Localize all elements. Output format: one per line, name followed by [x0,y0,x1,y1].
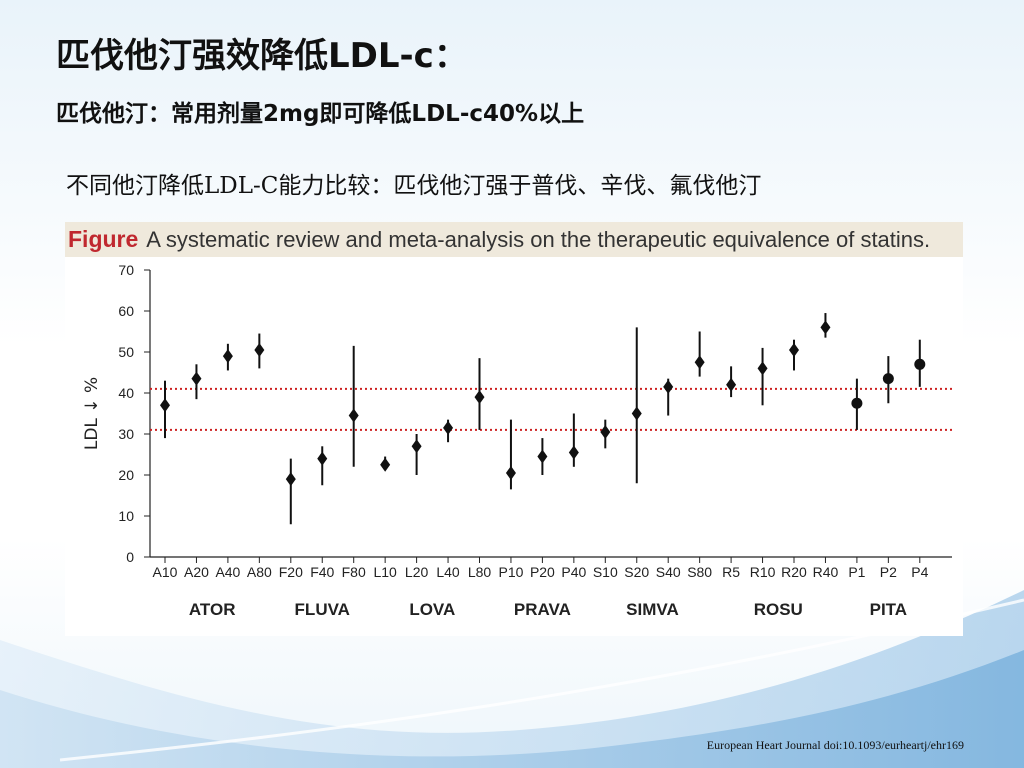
x-tick-label: F40 [310,564,334,580]
y-tick-label: 20 [118,467,134,483]
data-point [474,390,485,405]
data-point [631,406,642,421]
x-tick-label: L10 [373,564,397,580]
data-point [411,439,422,454]
group-label: SIMVA [626,600,679,619]
x-tick-label: S80 [687,564,712,580]
x-tick-label: L40 [436,564,460,580]
data-point [505,465,516,480]
data-point [820,320,831,335]
x-tick-label: R40 [813,564,839,580]
group-label: FLUVA [295,600,350,619]
data-point [191,371,202,386]
y-tick-label: 70 [118,262,134,278]
ldl-reduction-chart: 0 10 20 30 40 50 60 70 LDL ↓ % A10 A20 A40 A80 F20 F40… [82,262,952,619]
group-label: ATOR [189,600,236,619]
data-point [348,408,359,423]
x-tick-label: P40 [561,564,586,580]
data-point [726,377,737,392]
x-tick-label: R10 [750,564,776,580]
y-axis-label: LDL ↓ % [82,377,102,450]
x-tick-label: L20 [405,564,429,580]
data-point [285,472,296,487]
x-tick-label: P20 [530,564,555,580]
figure-caption: A systematic review and meta-analysis on… [146,227,931,252]
data-point [694,355,705,370]
y-tick-label: 0 [126,549,134,565]
y-tick-label: 30 [118,426,134,442]
data-point [317,451,328,466]
x-tick-label: S40 [656,564,681,580]
figure-label: Figure [68,226,139,252]
figure-header: Figure A systematic review and meta-analy… [65,222,963,257]
y-tick-label: 40 [118,385,134,401]
x-tick-label: F80 [342,564,366,580]
data-point [443,420,454,435]
x-tick-label: A40 [215,564,240,580]
comparison-text: 不同他汀降低LDL-C能力比较：匹伐他汀强于普伐、辛伐、氟伐他汀 [66,173,762,199]
x-tick-label: R20 [781,564,807,580]
data-point [914,358,926,370]
x-tick-label: A80 [247,564,272,580]
x-tick-label: L80 [468,564,492,580]
x-tick-label: P10 [498,564,523,580]
y-tick-label: 10 [118,508,134,524]
y-tick-label: 60 [118,303,134,319]
y-tick-label: 50 [118,344,134,360]
slide-subtitle: 匹伐他汀：常用剂量2mg即可降低LDL-c40%以上 [56,101,585,127]
data-point [568,445,579,460]
x-tick-label: S10 [593,564,618,580]
x-tick-label: P4 [911,564,928,580]
group-label: ROSU [754,600,803,619]
figure-panel: Figure A systematic review and meta-analy… [65,222,963,636]
data-point [380,457,391,472]
data-point [537,449,548,464]
data-point [882,373,894,385]
group-label: PRAVA [514,600,571,619]
data-point [160,398,170,413]
data-point [851,397,863,409]
slide-title: 匹伐他汀强效降低LDL-c： [56,36,468,76]
x-tick-label: P2 [880,564,897,580]
citation: European Heart Journal doi:10.1093/eurhe… [706,738,964,752]
data-point [254,342,265,357]
group-label: LOVA [409,600,455,619]
x-tick-label: R5 [722,564,740,580]
data-point [600,424,611,439]
x-tick-label: S20 [624,564,649,580]
group-label: PITA [870,600,907,619]
x-tick-label: F20 [279,564,303,580]
data-point [663,379,674,394]
x-tick-label: P1 [848,564,865,580]
x-tick-label: A10 [153,564,178,580]
x-tick-label: A20 [184,564,209,580]
data-point [757,361,768,376]
data-point [222,349,233,364]
data-point [789,342,799,357]
